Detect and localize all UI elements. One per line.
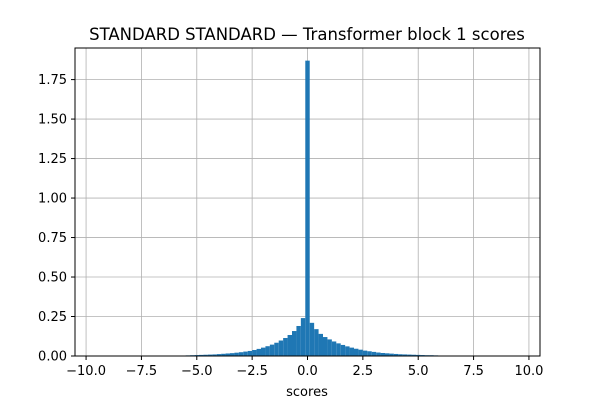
histogram-bar	[261, 347, 266, 356]
y-tick-label: 1.50	[38, 113, 67, 128]
histogram-bar	[274, 342, 279, 356]
histogram-bar	[376, 352, 381, 356]
histogram-bar	[358, 349, 363, 356]
x-tick-label: −5.0	[181, 364, 213, 379]
histogram-bar	[407, 354, 412, 356]
histogram-bar	[212, 354, 217, 356]
y-axis-ticks: 0.00 0.25 0.50 0.75 1.00 1.25 1.50 1.75	[38, 73, 75, 365]
histogram-bar	[367, 351, 372, 356]
histogram-bar	[380, 352, 385, 356]
histogram-bars	[172, 60, 452, 357]
histogram-bar	[292, 331, 297, 356]
x-axis-ticks: −10.0 −7.5 −5.0 −2.5 0.0 2.5 5.0 7.5 10.0	[66, 356, 543, 379]
histogram-bar	[340, 344, 346, 356]
histogram-bar	[318, 333, 323, 356]
histogram-bar	[300, 318, 306, 356]
x-tick-label: 0.0	[297, 364, 318, 379]
x-tick-label: −10.0	[66, 364, 106, 379]
y-tick-label: 1.75	[38, 73, 67, 88]
histogram-bar	[398, 354, 403, 356]
histogram-bar	[247, 350, 253, 356]
histogram-bar	[265, 346, 270, 356]
histogram-bar	[393, 353, 399, 356]
histogram-bar	[269, 344, 275, 356]
histogram-bar	[221, 353, 226, 356]
histogram-bar	[345, 346, 350, 356]
histogram-bar	[349, 347, 354, 356]
histogram-bar	[238, 352, 244, 356]
histogram-bar	[296, 325, 301, 356]
histogram-bar	[243, 351, 248, 356]
y-tick-label: 1.00	[38, 192, 67, 207]
histogram-bar	[216, 354, 222, 356]
histogram-bar	[199, 354, 204, 356]
histogram-bar	[371, 351, 377, 356]
histogram-bar	[411, 354, 416, 356]
x-tick-label: 2.5	[353, 364, 374, 379]
histogram-bar	[309, 322, 315, 356]
chart-title: STANDARD STANDARD — Transformer block 1 …	[89, 25, 525, 44]
y-tick-label: 0.75	[38, 231, 67, 246]
histogram-bar	[385, 353, 390, 356]
histogram-bar	[323, 337, 328, 356]
histogram-bar	[283, 337, 288, 356]
histogram-bar	[234, 352, 239, 356]
histogram-bar	[278, 340, 284, 356]
histogram-bar	[362, 350, 368, 356]
y-tick-label: 0.25	[38, 310, 67, 325]
x-tick-label: 10.0	[514, 364, 543, 379]
x-axis-label: scores	[286, 385, 328, 400]
histogram-bar	[230, 353, 235, 356]
x-tick-label: 7.5	[463, 364, 484, 379]
histogram-bar	[327, 339, 332, 356]
histogram-bar	[256, 348, 261, 356]
histogram-bar	[252, 349, 257, 356]
histogram-bar	[331, 341, 337, 356]
histogram-bar	[402, 354, 408, 356]
histogram-bar	[314, 329, 319, 356]
y-tick-label: 0.50	[38, 271, 67, 286]
histogram-bar	[416, 354, 421, 356]
histogram-bar	[389, 353, 394, 356]
histogram-bar	[287, 334, 292, 356]
histogram-bar	[305, 60, 310, 357]
x-tick-label: −7.5	[126, 364, 158, 379]
x-tick-label: 5.0	[408, 364, 429, 379]
x-tick-label: −2.5	[236, 364, 268, 379]
histogram-bar	[225, 353, 230, 356]
histogram-bar	[207, 354, 213, 356]
y-tick-label: 1.25	[38, 152, 67, 167]
histogram-bar	[354, 348, 359, 356]
histogram-bar	[203, 354, 208, 356]
histogram-bar	[336, 343, 341, 356]
y-tick-label: 0.00	[38, 350, 67, 365]
